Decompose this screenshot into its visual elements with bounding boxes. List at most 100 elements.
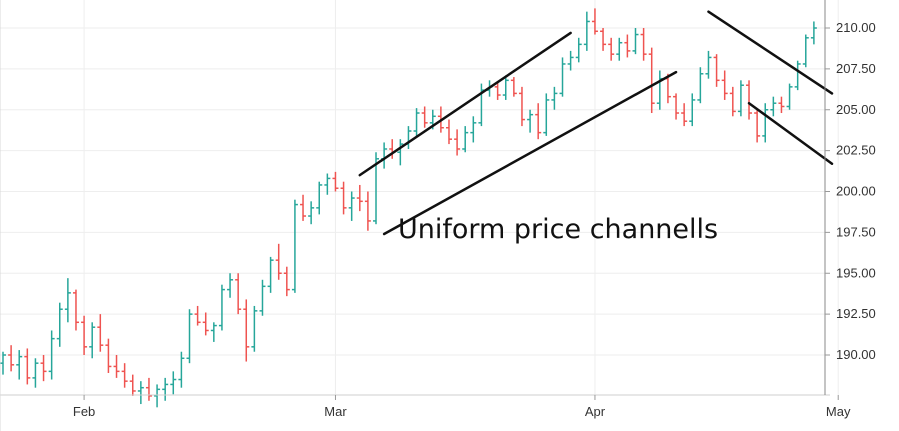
ohlc-bar xyxy=(291,199,298,293)
trendline xyxy=(707,10,834,95)
ohlc-bar xyxy=(624,34,631,58)
ohlc-bar xyxy=(551,86,558,110)
ohlc-bar xyxy=(243,299,250,362)
ohlc-bar xyxy=(24,348,31,385)
ohlc-bar xyxy=(713,54,720,87)
y-tick-label: 202.50 xyxy=(836,143,876,158)
ohlc-bar xyxy=(648,47,655,114)
ohlc-bar xyxy=(802,34,809,68)
ohlc-bar xyxy=(656,70,663,110)
ohlc-bar xyxy=(356,184,363,212)
ohlc-bar xyxy=(324,173,331,195)
ohlc-bar xyxy=(340,181,347,215)
ohlc-bar xyxy=(510,77,517,97)
ohlc-bar xyxy=(583,11,590,51)
ohlc-bar xyxy=(600,28,607,51)
ohlc-bar xyxy=(502,75,509,100)
ohlc-bar xyxy=(543,93,550,136)
ohlc-bar xyxy=(762,103,769,143)
ohlc-bar xyxy=(64,278,71,323)
ohlc-bar xyxy=(518,86,525,127)
ohlc-bar xyxy=(218,284,225,331)
ohlc-bar xyxy=(462,126,469,153)
ohlc-bar xyxy=(454,129,461,156)
ohlc-bar xyxy=(308,201,315,225)
ohlc-bar xyxy=(689,93,696,127)
annotation-label: Uniform price channells xyxy=(398,214,719,245)
ohlc-bar xyxy=(121,363,128,388)
ohlc-bar xyxy=(137,381,144,405)
ohlc-bar xyxy=(348,191,355,221)
ohlc-bar xyxy=(632,28,639,55)
trendline xyxy=(358,31,572,177)
ohlc-bar xyxy=(275,243,282,280)
ohlc-bar xyxy=(535,103,542,140)
x-tick-label: Feb xyxy=(73,404,95,419)
y-tick-label: 200.00 xyxy=(836,184,876,199)
ohlc-bar xyxy=(364,191,371,231)
ohlc-bar xyxy=(608,37,615,61)
ohlc-bar xyxy=(154,384,161,408)
ohlc-bar xyxy=(397,139,404,166)
ohlc-bar xyxy=(729,86,736,117)
ohlc-bar xyxy=(145,377,152,401)
ohlc-bar xyxy=(673,93,680,120)
ohlc-bar xyxy=(235,273,242,315)
y-tick-label: 190.00 xyxy=(836,347,876,362)
ohlc-bar xyxy=(705,50,712,79)
x-tick-label: May xyxy=(826,404,851,419)
ohlc-bar xyxy=(81,315,88,355)
ohlc-bar xyxy=(162,377,169,401)
ohlc-bar xyxy=(105,338,112,373)
ohlc-bar xyxy=(202,312,209,336)
ohlc-bar xyxy=(591,8,598,35)
ohlc-bar xyxy=(316,181,323,215)
ohlc-bar xyxy=(72,289,79,331)
ohlc-bar xyxy=(194,305,201,326)
ohlc-bar xyxy=(113,355,120,378)
y-axis: 190.00 192.50 195.00 197.50 200.00 202.50 205.… xyxy=(825,20,876,362)
ohlc-bar xyxy=(721,70,728,100)
ohlc-bar xyxy=(170,371,177,395)
trendline xyxy=(747,101,834,165)
ohlc-bar xyxy=(786,83,793,110)
ohlc-bar xyxy=(97,314,104,352)
ohlc-bar xyxy=(405,126,412,149)
ohlc-bar xyxy=(413,108,420,136)
ohlc-bar xyxy=(332,171,339,192)
ohlc-bar xyxy=(178,351,185,388)
ohlc-bar xyxy=(445,119,452,145)
ohlc-bar xyxy=(567,50,574,71)
ohlc-bar xyxy=(48,330,55,380)
y-tick-label: 207.50 xyxy=(836,61,876,76)
ohlc-bar xyxy=(746,80,753,120)
ohlc-bar xyxy=(227,273,234,298)
x-tick-label: Apr xyxy=(585,404,606,419)
ohlc-bar xyxy=(770,96,777,117)
ohlc-bar xyxy=(494,81,501,100)
ohlc-bar xyxy=(89,322,96,359)
ohlc-bar xyxy=(478,83,485,127)
ohlc-bar xyxy=(778,96,785,114)
ohlc-bar xyxy=(421,106,428,128)
ohlc-bars xyxy=(0,8,817,408)
ohlc-bar xyxy=(267,256,274,293)
ohlc-bar xyxy=(810,21,817,45)
ohlc-bar xyxy=(210,322,217,342)
y-tick-label: 210.00 xyxy=(836,20,876,35)
ohlc-bar xyxy=(527,109,534,133)
trendline xyxy=(382,70,678,236)
ohlc-bar xyxy=(559,57,566,97)
ohlc-bar xyxy=(56,302,63,347)
ohlc-bar xyxy=(32,358,39,388)
ohlc-bar xyxy=(640,28,647,61)
ohlc-bar xyxy=(794,60,801,91)
ohlc-bar xyxy=(616,37,623,61)
ohlc-bar xyxy=(129,374,136,396)
y-tick-label: 192.50 xyxy=(836,306,876,321)
ohlc-bar xyxy=(40,355,47,382)
ohlc-bar xyxy=(697,67,704,104)
ohlc-bar xyxy=(300,194,307,221)
ohlc-bar xyxy=(470,116,477,143)
